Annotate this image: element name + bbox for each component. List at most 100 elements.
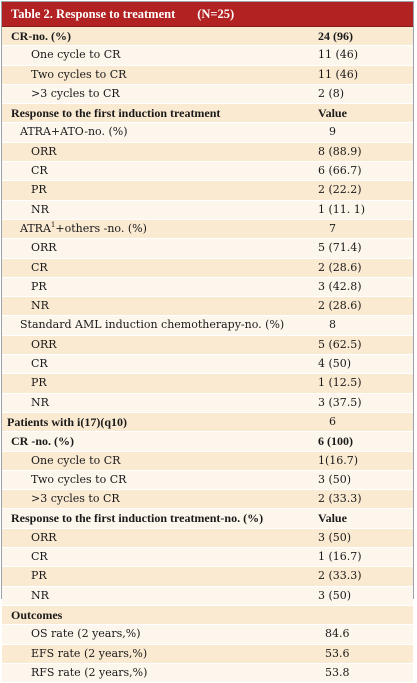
row-label: ORR: [31, 337, 57, 351]
table-row: >3 cycles to CR 2 (33.3): [2, 490, 413, 510]
table-row: PR 3 (42.8): [2, 277, 413, 298]
row-value: 8 (88.9): [318, 144, 362, 158]
table-row: ORR 5 (62.5): [2, 335, 413, 356]
table-row: NR 2 (28.6): [2, 297, 413, 317]
row-value: 2 (33.3): [318, 569, 362, 583]
table-row: >3 cycles to CR 2 (8): [2, 84, 413, 105]
row-value: 2 (33.3): [318, 492, 362, 506]
row-label: ORR: [31, 530, 57, 544]
row-value: 2 (28.6): [318, 260, 362, 274]
row-label: PR: [31, 376, 47, 390]
row-value: 11 (46): [318, 67, 359, 81]
table-row: EFS rate (2 years,%) 53.6: [2, 644, 413, 664]
table-row: CR -no. (%) 6 (100): [2, 432, 413, 452]
table-row: ATRA+ATO-no. (%) 9: [2, 123, 413, 143]
row-label: One cycle to CR: [31, 48, 121, 62]
table-row: Standard AML induction chemotherapy-no. …: [2, 316, 413, 336]
row-label: CR-no. (%): [11, 29, 71, 43]
row-value: 53.6: [325, 646, 350, 660]
table-row: PR 1 (12.5): [2, 374, 413, 394]
row-label: ORR: [31, 144, 57, 158]
row-label: Outcomes: [11, 607, 63, 622]
table-row: Outcomes: [2, 605, 413, 626]
row-label: OS rate (2 years,%): [31, 627, 141, 641]
table-row: Two cycles to CR 11 (46): [2, 65, 413, 85]
row-value: 53.8: [325, 665, 350, 679]
row-label: CR: [31, 550, 48, 564]
row-label: NR: [31, 395, 49, 409]
table-row: ORR 5 (71.4): [2, 239, 413, 259]
table-row: CR-no. (%) 24 (96): [2, 27, 413, 47]
row-value: 24 (96): [318, 29, 353, 43]
table-row: Response to the first induction treatmen…: [2, 104, 413, 124]
table-row: ATRA1+others -no. (%) 7: [2, 219, 413, 240]
table-row: One cycle to CR 11 (46): [2, 46, 413, 66]
row-label: EFS rate (2 years,%): [31, 646, 148, 660]
row-label: Response to the first induction treatmen…: [11, 106, 221, 121]
table-title-bar: Table 2. Response to treatment (N=25): [2, 2, 413, 27]
row-value: 1(16.7): [318, 453, 359, 467]
row-value: 1 (16.7): [318, 550, 362, 564]
row-value: 2 (28.6): [318, 299, 362, 313]
table-row: One cycle to CR 1(16.7): [2, 451, 413, 471]
row-value: 6: [329, 414, 336, 428]
row-label: One cycle to CR: [31, 453, 121, 467]
table-row: NR 3 (37.5): [2, 393, 413, 413]
row-value: 4 (50): [318, 357, 352, 371]
row-value: 7: [329, 221, 336, 235]
table-row: ORR 3 (50): [2, 528, 413, 549]
row-value: Value: [318, 511, 347, 526]
row-label: Response to the first induction treatmen…: [11, 511, 264, 526]
row-value: 8: [329, 318, 336, 332]
footnote-marker: 1: [50, 220, 56, 229]
row-label: RFS rate (2 years,%): [31, 665, 148, 679]
row-label: NR: [31, 588, 49, 602]
table-row: CR 2 (28.6): [2, 258, 413, 278]
table-row: OS rate (2 years,%) 84.6: [2, 625, 413, 645]
row-value: 84.6: [325, 627, 350, 641]
table-row: CR 4 (50): [2, 355, 413, 375]
table-body: CR-no. (%) 24 (96) One cycle to CR 11 (46) T…: [2, 27, 413, 683]
row-label: CR -no. (%): [11, 434, 74, 449]
table-row: Patients with i(17)(q10) 6: [2, 412, 413, 433]
row-label: ATRA+ATO-no. (%): [20, 125, 128, 139]
row-label: >3 cycles to CR: [31, 86, 120, 100]
row-value: 3 (37.5): [318, 395, 362, 409]
row-label: Two cycles to CR: [31, 67, 127, 81]
row-label: ATRA1+others -no. (%): [20, 220, 147, 238]
row-label: NR: [31, 202, 49, 216]
table-row: Two cycles to CR 3 (50): [2, 470, 413, 491]
row-value: 1 (12.5): [318, 376, 362, 390]
row-label: >3 cycles to CR: [31, 492, 120, 506]
row-value: 2 (22.2): [318, 183, 362, 197]
row-value: 5 (71.4): [318, 241, 362, 255]
row-value: 3 (42.8): [318, 279, 362, 293]
table-title: Table 2. Response to treatment: [11, 6, 176, 21]
row-label: CR: [31, 260, 48, 274]
row-value: 3 (50): [318, 472, 352, 486]
row-label-text: ATRA: [20, 221, 51, 235]
row-value: Value: [318, 106, 347, 121]
row-label: ORR: [31, 241, 57, 255]
table-sample-size: (N=25): [197, 6, 235, 21]
table-row: NR 3 (50): [2, 586, 413, 606]
row-value: 6 (66.7): [318, 164, 362, 178]
row-label: CR: [31, 357, 48, 371]
row-label-rest: +others -no. (%): [55, 221, 147, 235]
row-label: CR: [31, 164, 48, 178]
table-row: NR 1 (11. 1): [2, 200, 413, 220]
table-row: CR 1 (16.7): [2, 548, 413, 568]
row-label: Patients with i(17)(q10): [7, 414, 127, 429]
row-label: PR: [31, 569, 47, 583]
table-row: ORR 8 (88.9): [2, 142, 413, 163]
row-value: 3 (50): [318, 530, 352, 544]
table-row: RFS rate (2 years,%) 53.8: [2, 663, 413, 683]
row-label: PR: [31, 279, 47, 293]
row-value: 6 (100): [318, 434, 353, 449]
row-value: 2 (8): [318, 86, 345, 100]
row-label: Standard AML induction chemotherapy-no. …: [20, 318, 285, 332]
row-label: Two cycles to CR: [31, 472, 127, 486]
row-value: 9: [329, 125, 336, 139]
row-label: PR: [31, 183, 47, 197]
